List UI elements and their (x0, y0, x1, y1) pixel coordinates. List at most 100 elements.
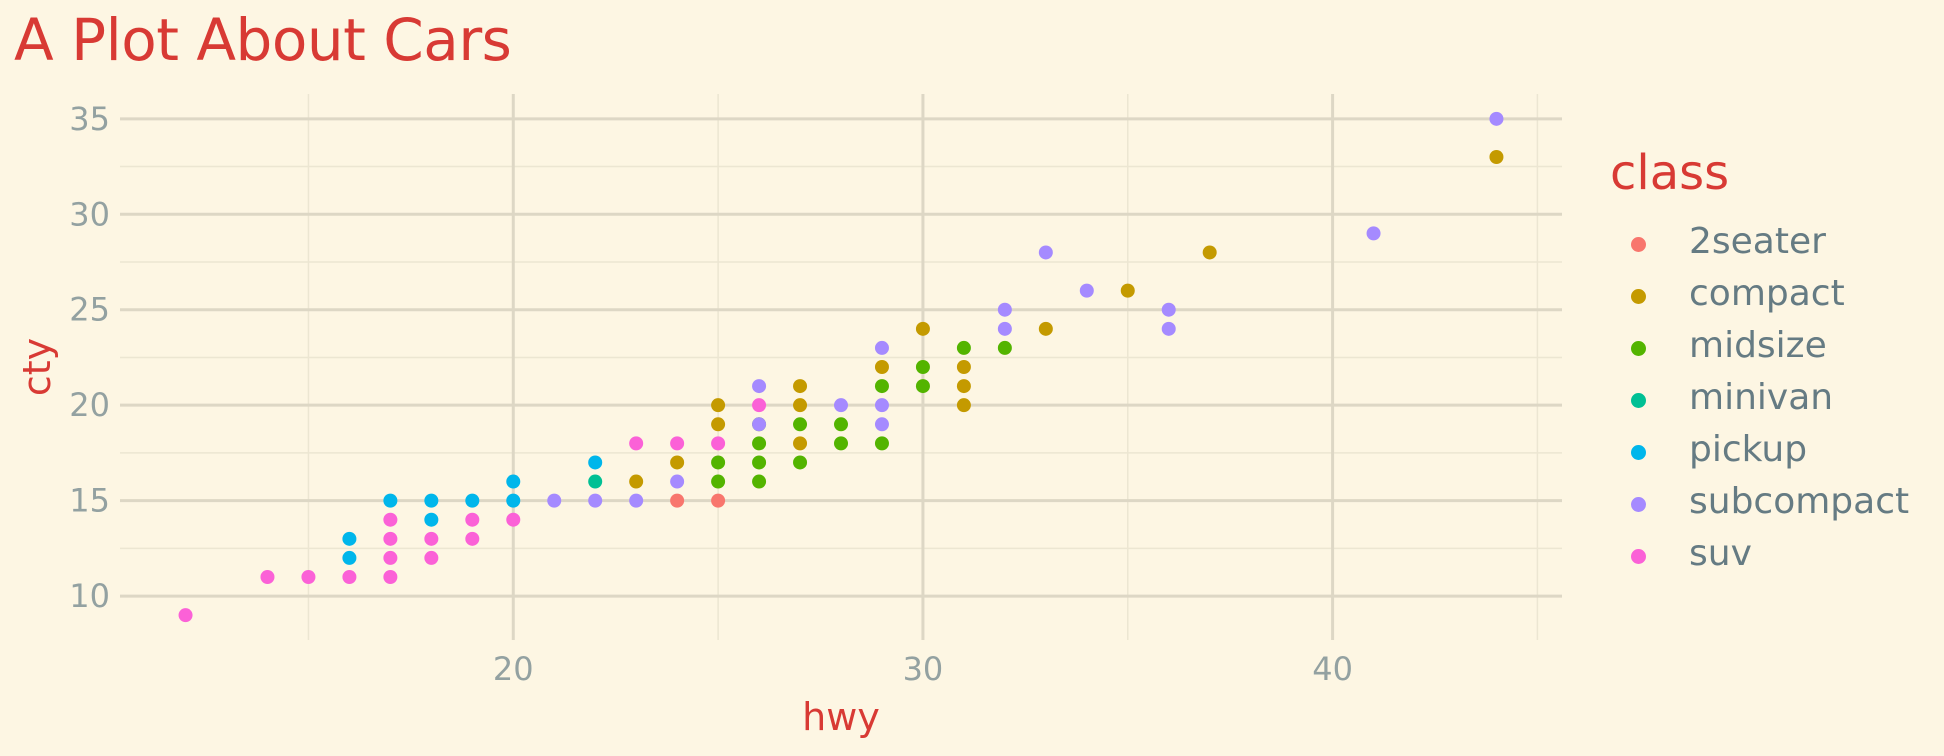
data-point-suv (465, 512, 480, 527)
data-point-subcompact (752, 417, 767, 432)
data-point-midsize (915, 360, 930, 374)
data-point-subcompact (997, 302, 1012, 317)
data-point-subcompact (874, 398, 889, 413)
legend-item-minivan: minivan (1610, 373, 1930, 425)
x-axis-title: hwy (802, 695, 880, 739)
y-tick-label: 15 (69, 482, 110, 520)
data-point-pickup (383, 493, 398, 508)
legend-item-pickup: pickup (1610, 425, 1930, 477)
data-point-midsize (874, 379, 889, 394)
data-point-midsize (711, 474, 726, 489)
data-point-pickup (342, 550, 357, 565)
legend-label-subcompact: subcompact (1689, 481, 1910, 522)
legend-item-subcompact: subcompact (1610, 477, 1930, 529)
y-tick-label: 30 (69, 195, 110, 233)
data-point-compact (711, 417, 726, 432)
data-point-compact (670, 455, 685, 470)
data-point-subcompact (1161, 321, 1176, 336)
legend-label-suv: suv (1689, 533, 1752, 574)
data-point-midsize (793, 455, 808, 470)
data-point-pickup (506, 493, 521, 508)
data-point-midsize (997, 340, 1012, 355)
data-point-suv (424, 531, 439, 546)
data-point-suv (465, 531, 480, 546)
data-point-suv (670, 436, 685, 451)
legend-key-midsize (1631, 341, 1646, 356)
data-point-compact (793, 436, 808, 451)
data-point-midsize (752, 436, 767, 451)
x-tick-label: 30 (903, 650, 944, 688)
data-point-pickup (506, 474, 521, 489)
legend-key-subcompact (1631, 497, 1646, 512)
legend-label-2seater: 2seater (1689, 221, 1826, 262)
data-point-pickup (588, 455, 603, 470)
data-point-suv (383, 531, 398, 546)
legend-item-2seater: 2seater (1610, 217, 1930, 269)
data-point-suv (383, 570, 398, 584)
data-point-midsize (752, 474, 767, 489)
x-tick-label: 20 (493, 650, 534, 688)
legend-item-suv: suv (1610, 529, 1930, 581)
data-point-2seater (670, 493, 685, 508)
y-tick-label: 25 (69, 291, 110, 329)
data-point-suv (383, 550, 398, 565)
legend: class 2seater compact midsize minivan pi… (1610, 145, 1930, 585)
data-point-compact (956, 379, 971, 394)
y-tick-label: 10 (69, 577, 110, 615)
data-point-midsize (956, 340, 971, 355)
data-point-compact (711, 398, 726, 413)
data-point-subcompact (752, 379, 767, 394)
data-point-midsize (711, 455, 726, 470)
data-point-compact (1489, 150, 1504, 164)
data-point-suv (506, 512, 521, 527)
data-point-compact (956, 360, 971, 374)
data-point-subcompact (1079, 283, 1094, 298)
data-point-midsize (834, 417, 848, 432)
data-point-midsize (874, 436, 889, 451)
data-point-compact (1120, 283, 1135, 298)
legend-item-compact: compact (1610, 269, 1930, 321)
data-point-suv (752, 398, 767, 413)
y-tick-label: 20 (69, 386, 110, 424)
data-point-2seater (711, 493, 726, 508)
data-point-subcompact (834, 398, 848, 413)
data-point-suv (711, 436, 726, 451)
data-point-midsize (793, 417, 808, 432)
data-point-midsize (915, 379, 930, 394)
data-point-compact (915, 321, 930, 336)
data-point-midsize (752, 455, 767, 470)
data-point-suv (383, 512, 398, 527)
data-point-subcompact (588, 493, 603, 508)
data-point-compact (874, 360, 889, 374)
legend-key-minivan (1631, 393, 1646, 408)
data-point-subcompact (1366, 226, 1381, 241)
data-point-compact (1038, 321, 1053, 336)
data-point-subcompact (997, 321, 1012, 336)
legend-items: 2seater compact midsize minivan pickup s… (1610, 217, 1930, 581)
data-point-compact (956, 398, 971, 413)
data-point-compact (793, 398, 808, 413)
data-point-subcompact (1161, 302, 1176, 317)
legend-item-midsize: midsize (1610, 321, 1930, 373)
data-point-subcompact (874, 417, 889, 432)
data-point-suv (301, 570, 316, 584)
y-axis-title: cty (15, 338, 59, 396)
data-point-subcompact (547, 493, 562, 508)
data-point-midsize (834, 436, 848, 451)
data-point-subcompact (670, 474, 685, 489)
data-point-suv (260, 570, 275, 584)
data-point-minivan (588, 474, 603, 489)
data-point-compact (793, 379, 808, 394)
data-point-subcompact (629, 493, 644, 508)
data-point-pickup (424, 493, 439, 508)
legend-key-2seater (1631, 237, 1646, 252)
chart-title: A Plot About Cars (14, 6, 512, 74)
data-point-pickup (424, 512, 439, 527)
legend-key-pickup (1631, 445, 1646, 460)
legend-label-minivan: minivan (1689, 377, 1834, 418)
legend-label-pickup: pickup (1689, 429, 1808, 470)
data-point-suv (178, 608, 193, 623)
data-point-suv (342, 570, 357, 584)
